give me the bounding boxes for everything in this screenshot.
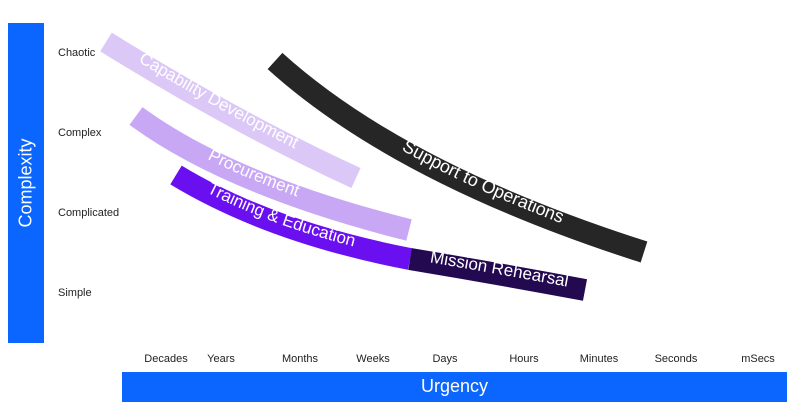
tick-hours: Hours <box>509 353 539 365</box>
urgency-axis-title: Urgency <box>420 376 489 396</box>
level-simple: Simple <box>58 287 92 299</box>
level-complex: Complex <box>58 127 102 139</box>
tick-decades: Decades <box>144 353 188 365</box>
tick-days: Days <box>432 353 458 365</box>
tick-months: Months <box>281 353 319 365</box>
tick-minutes: Minutes <box>579 353 619 365</box>
tick-seconds: Seconds <box>654 353 698 365</box>
tick-years: Years <box>207 353 235 365</box>
level-chaotic: Chaotic <box>58 47 96 59</box>
tick-msecs: mSecs <box>741 353 775 365</box>
band-mission-rehearsal: Mission Rehearsal <box>410 247 585 290</box>
tick-weeks: Weeks <box>356 353 390 365</box>
level-complicated: Complicated <box>58 207 120 219</box>
complexity-axis-bar: Complexity <box>8 23 44 343</box>
urgency-axis-bar: Urgency <box>122 372 787 402</box>
svg-text:Support to Operations: Support to Operations <box>399 136 567 227</box>
band-support-to-operations-label: Support to Operations <box>399 136 567 227</box>
